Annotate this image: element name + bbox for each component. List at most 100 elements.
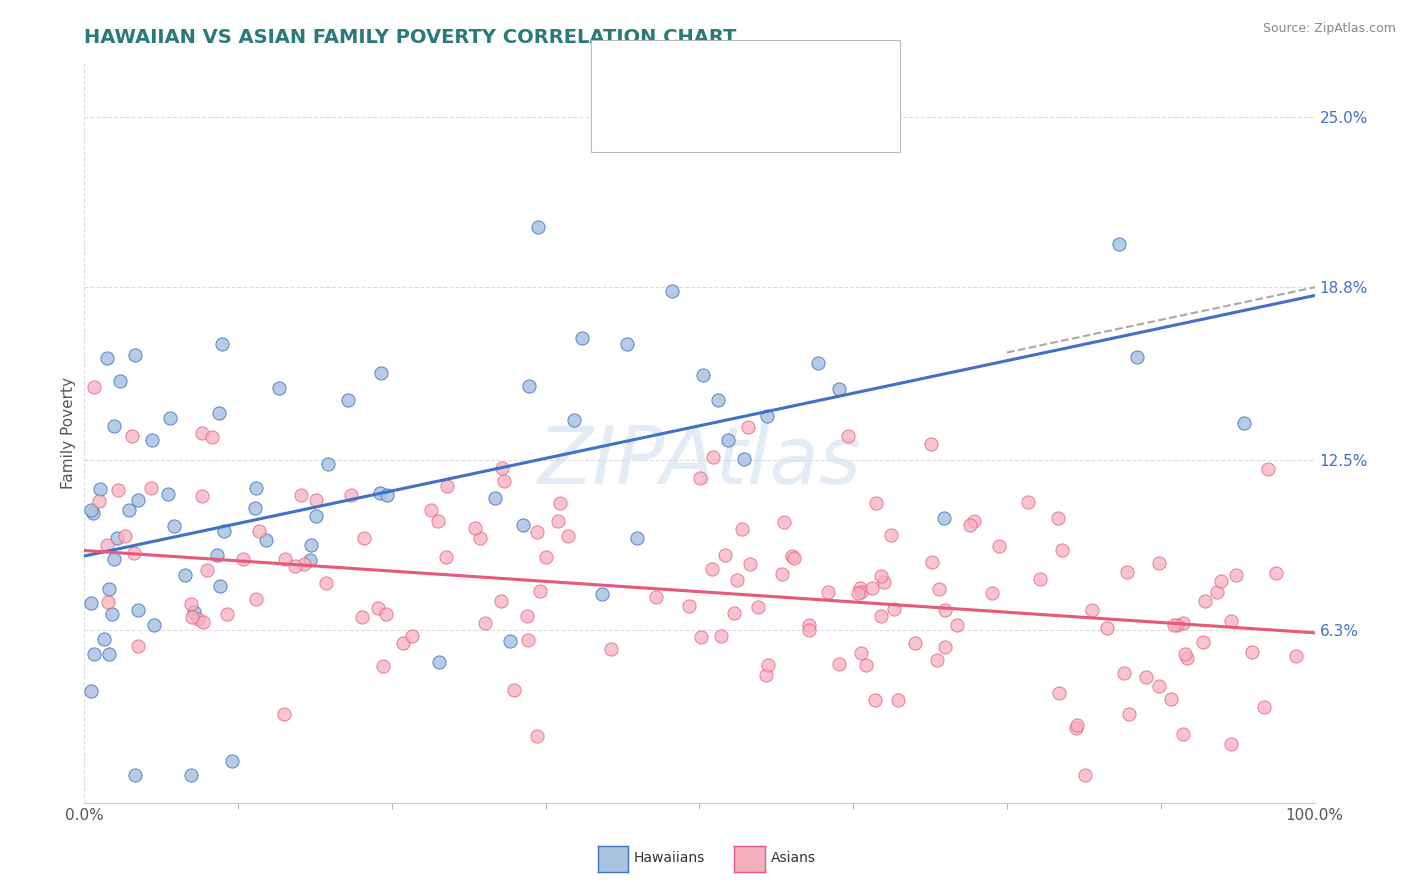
Point bbox=[1225, 568, 1247, 582]
Point bbox=[484, 491, 506, 505]
Point bbox=[489, 593, 512, 607]
Point bbox=[174, 568, 197, 582]
Y-axis label: Family Poverty: Family Poverty bbox=[60, 376, 76, 489]
Point bbox=[1194, 593, 1216, 607]
Point bbox=[305, 509, 328, 524]
Point bbox=[305, 492, 328, 507]
Point bbox=[187, 612, 209, 626]
Point bbox=[512, 518, 534, 533]
Point bbox=[1219, 615, 1241, 629]
Point bbox=[124, 349, 146, 363]
Point bbox=[101, 607, 124, 621]
Point bbox=[1220, 737, 1243, 751]
Point bbox=[426, 514, 449, 528]
Point bbox=[981, 585, 1004, 599]
Point bbox=[817, 584, 839, 599]
Point bbox=[1160, 691, 1182, 706]
Point bbox=[865, 693, 887, 707]
Point bbox=[517, 379, 540, 393]
Point bbox=[920, 437, 942, 451]
Point bbox=[107, 483, 129, 498]
Point bbox=[1097, 621, 1119, 635]
Point bbox=[141, 434, 163, 448]
Point bbox=[464, 521, 486, 535]
Point bbox=[1074, 768, 1097, 782]
Point bbox=[190, 425, 212, 440]
Point bbox=[98, 582, 121, 596]
Point bbox=[1066, 718, 1088, 732]
Point bbox=[1205, 585, 1227, 599]
Point bbox=[526, 525, 548, 540]
Point bbox=[797, 623, 820, 637]
Point bbox=[83, 647, 105, 661]
Point bbox=[401, 629, 423, 643]
Point bbox=[124, 768, 146, 782]
Point bbox=[1171, 616, 1194, 631]
Point bbox=[93, 632, 115, 646]
Point bbox=[963, 514, 986, 528]
Point bbox=[516, 609, 538, 624]
Point bbox=[879, 528, 901, 542]
Point bbox=[180, 597, 202, 611]
Point bbox=[1147, 678, 1170, 692]
Point bbox=[725, 573, 748, 587]
Point bbox=[208, 406, 231, 420]
Point bbox=[163, 519, 186, 533]
Point bbox=[557, 529, 579, 543]
Point bbox=[245, 592, 267, 607]
Point bbox=[516, 632, 538, 647]
Point bbox=[740, 558, 762, 572]
Point bbox=[191, 615, 214, 629]
Point bbox=[770, 566, 793, 581]
Point bbox=[626, 531, 648, 545]
Point bbox=[1017, 495, 1039, 509]
Point bbox=[731, 522, 754, 536]
Point bbox=[1241, 645, 1264, 659]
Point bbox=[860, 581, 883, 595]
Point bbox=[367, 601, 389, 615]
Point bbox=[571, 331, 593, 345]
Point bbox=[848, 581, 870, 595]
Point bbox=[827, 657, 849, 672]
Text: HAWAIIAN VS ASIAN FAMILY POVERTY CORRELATION CHART: HAWAIIAN VS ASIAN FAMILY POVERTY CORRELA… bbox=[84, 28, 737, 47]
Point bbox=[855, 657, 877, 672]
Point bbox=[873, 575, 896, 590]
Point bbox=[706, 393, 728, 408]
Point bbox=[1166, 618, 1188, 632]
Point bbox=[780, 549, 803, 563]
Point bbox=[562, 413, 585, 427]
Point bbox=[392, 636, 415, 650]
Point bbox=[1163, 617, 1185, 632]
Point bbox=[529, 584, 551, 599]
Text: R =: R = bbox=[640, 114, 679, 132]
Point bbox=[1052, 543, 1074, 558]
Point bbox=[370, 366, 392, 380]
Point bbox=[547, 515, 569, 529]
Point bbox=[89, 483, 111, 497]
Point bbox=[494, 475, 516, 489]
Text: Asians: Asians bbox=[770, 851, 815, 865]
Point bbox=[211, 337, 233, 351]
Point bbox=[274, 551, 297, 566]
Point bbox=[491, 460, 513, 475]
Point bbox=[221, 755, 243, 769]
Point bbox=[865, 496, 887, 510]
Point bbox=[1253, 699, 1275, 714]
Point bbox=[1126, 350, 1149, 364]
Point bbox=[946, 618, 969, 632]
Text: Source: ZipAtlas.com: Source: ZipAtlas.com bbox=[1263, 22, 1396, 36]
Point bbox=[377, 488, 399, 502]
Point bbox=[756, 658, 779, 673]
Point bbox=[527, 220, 550, 235]
Point bbox=[373, 659, 395, 673]
Point bbox=[254, 533, 277, 548]
Point bbox=[661, 284, 683, 298]
Text: N =: N = bbox=[713, 114, 752, 132]
Point bbox=[714, 548, 737, 562]
Point bbox=[205, 548, 228, 562]
Point bbox=[503, 682, 526, 697]
Point bbox=[316, 457, 339, 471]
Point bbox=[749, 102, 772, 116]
Point bbox=[350, 610, 373, 624]
Point bbox=[1135, 670, 1157, 684]
